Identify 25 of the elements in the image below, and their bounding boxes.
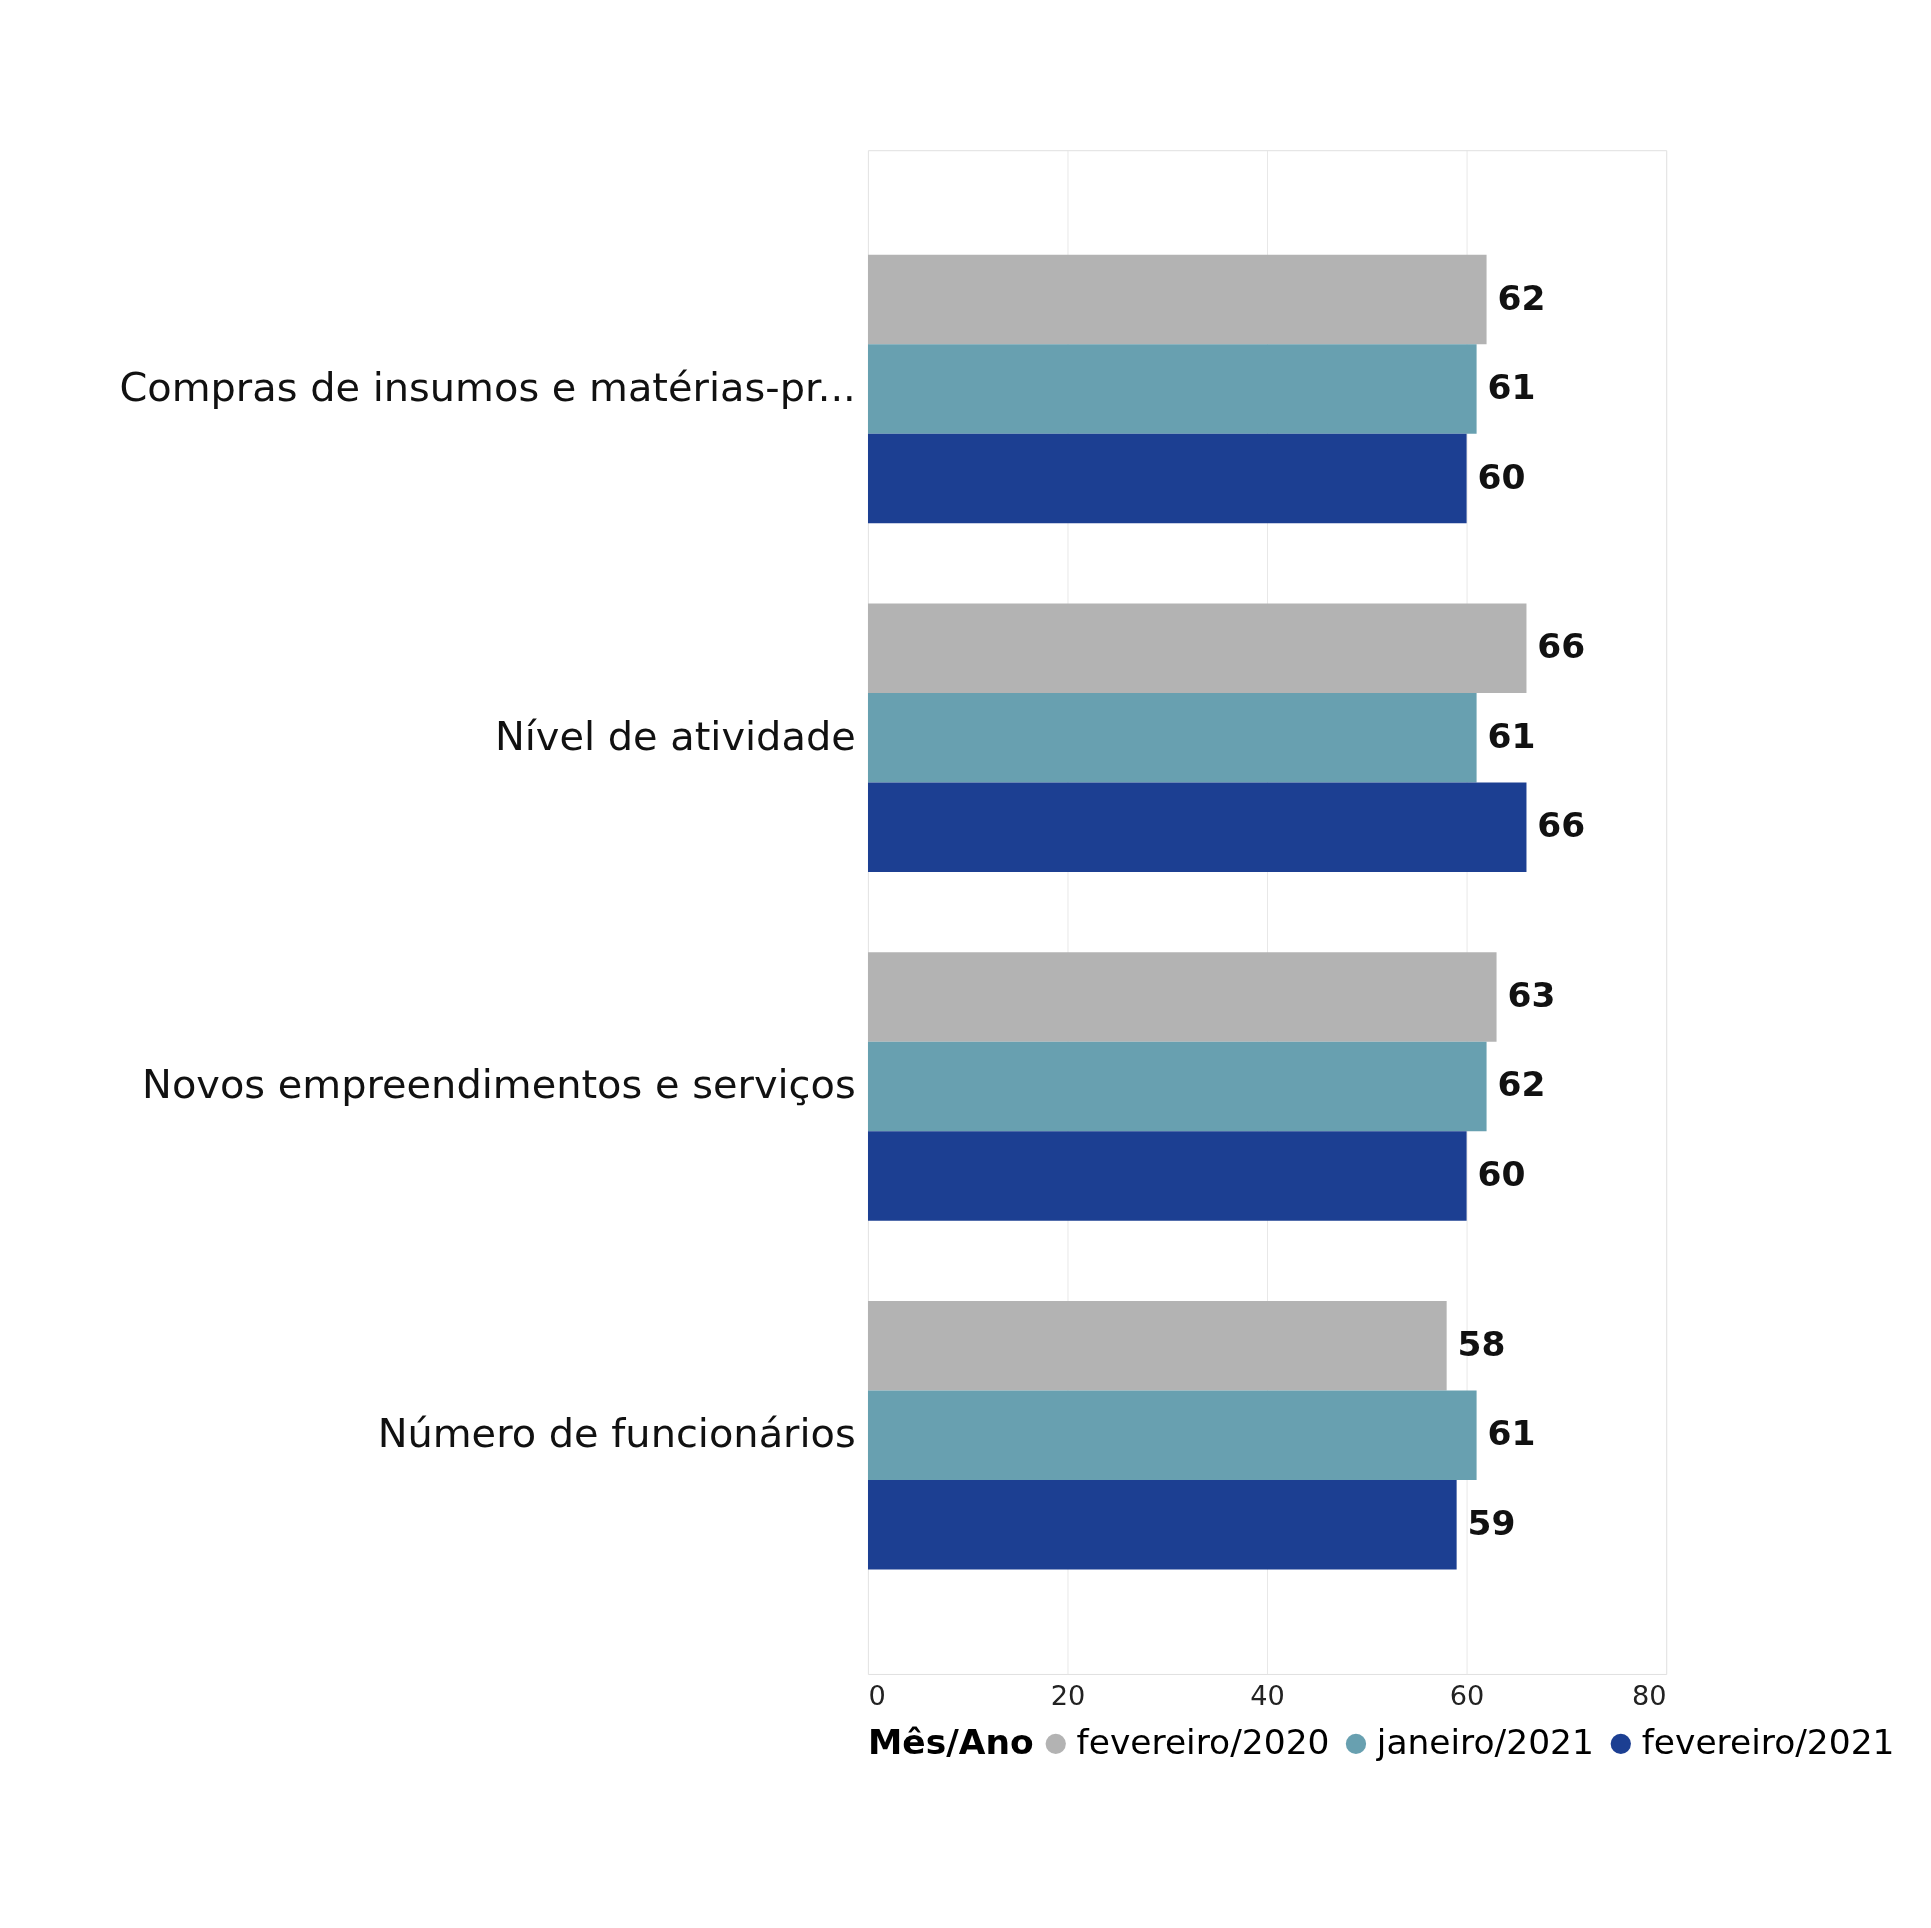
data-label: 61 bbox=[1487, 367, 1536, 408]
x-tick-label: 20 bbox=[1050, 1680, 1086, 1712]
data-label: 66 bbox=[1537, 626, 1586, 667]
data-label: 66 bbox=[1537, 805, 1586, 846]
x-tick-label: 60 bbox=[1449, 1680, 1485, 1712]
data-label: 58 bbox=[1457, 1323, 1506, 1364]
x-tick-label: 80 bbox=[1632, 1680, 1667, 1712]
data-label: 62 bbox=[1497, 1064, 1546, 1105]
legend-label: fevereiro/2020 bbox=[1076, 1721, 1330, 1762]
legend-title: Mês/Ano bbox=[868, 1721, 1034, 1762]
y-tick-label: Compras de insumos e matérias-pr... bbox=[119, 363, 856, 410]
data-label: 61 bbox=[1487, 1413, 1536, 1454]
legend-label: fevereiro/2021 bbox=[1641, 1721, 1895, 1762]
x-tick-label: 40 bbox=[1250, 1680, 1285, 1712]
data-label: 59 bbox=[1467, 1502, 1516, 1543]
y-tick-label: Novos empreendimentos e serviços bbox=[142, 1061, 856, 1108]
data-label: 60 bbox=[1477, 1153, 1526, 1194]
data-label: 60 bbox=[1477, 456, 1526, 497]
legend-label: janeiro/2021 bbox=[1375, 1721, 1594, 1762]
y-tick-label: Nível de atividade bbox=[494, 712, 856, 759]
y-tick-label: Número de funcionários bbox=[377, 1409, 856, 1456]
data-label: 61 bbox=[1487, 715, 1536, 756]
data-label: 62 bbox=[1497, 277, 1546, 318]
x-tick-label: 0 bbox=[868, 1680, 886, 1712]
data-label: 63 bbox=[1507, 974, 1556, 1015]
